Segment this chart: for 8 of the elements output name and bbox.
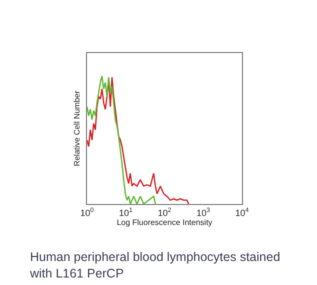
x-tick-label: 10$^{1}$ xyxy=(118,207,133,218)
x-tick-label: 10$^{2}$ xyxy=(158,207,172,218)
x-tick-label: 10$^{4}$ xyxy=(235,207,250,218)
y-axis-title: Relative Cell Number xyxy=(72,90,82,166)
x-tick-label: 10$^{0}$ xyxy=(80,207,94,218)
text: Human peripheral blood lymphocytes stained with L161 PerCP xyxy=(29,250,280,280)
x-tick-label: 10$^{3}$ xyxy=(196,207,210,218)
x-axis-title: Log Fluorescence Intensity xyxy=(116,218,212,227)
